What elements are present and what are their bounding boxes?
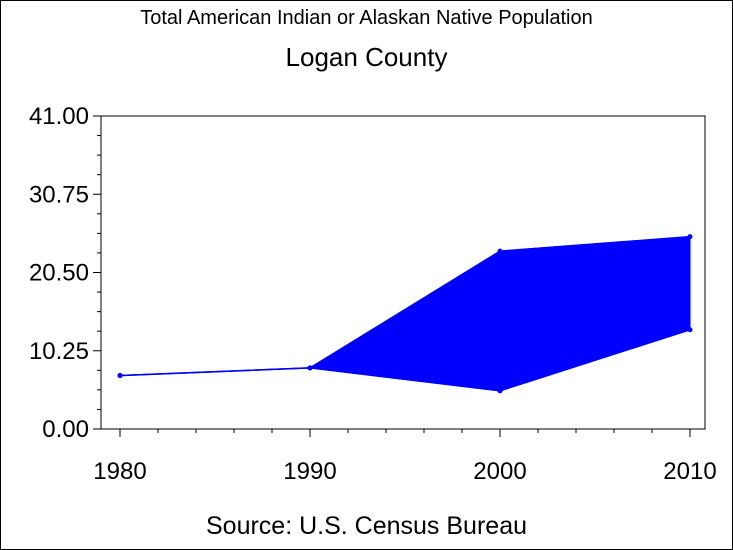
y-tick-label: 20.50: [29, 260, 89, 287]
data-point: [497, 248, 503, 254]
data-point: [497, 388, 503, 394]
data-point: [307, 365, 313, 371]
area-band: [119, 236, 691, 392]
x-tick-label: 1990: [283, 458, 336, 485]
y-tick-label: 0.00: [42, 416, 89, 443]
x-tick-label: 1980: [93, 458, 146, 485]
y-tick-label: 30.75: [29, 181, 89, 208]
chart-subtitle: Logan County: [285, 42, 448, 72]
chart-title: Total American Indian or Alaskan Native …: [140, 7, 593, 29]
data-point: [117, 373, 123, 379]
y-tick-label: 41.00: [29, 103, 89, 130]
x-tick-label: 2000: [473, 458, 526, 485]
data-point: [687, 327, 693, 333]
x-tick-label: 2010: [663, 458, 716, 485]
source-note: Source: U.S. Census Bureau: [206, 512, 527, 540]
y-tick-label: 10.25: [29, 338, 89, 365]
series-line-2: [119, 329, 691, 392]
data-point: [687, 234, 693, 240]
